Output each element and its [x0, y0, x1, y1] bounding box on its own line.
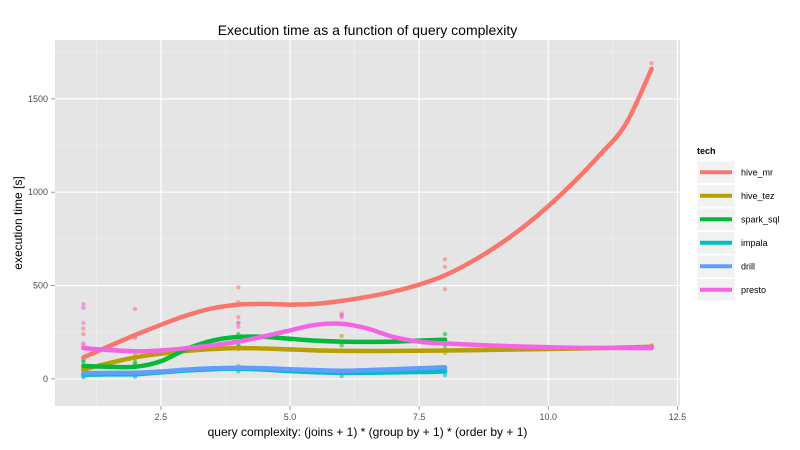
data-point-presto: [339, 313, 344, 318]
data-point-hive_mr: [236, 285, 241, 290]
y-tick-label: 0: [43, 374, 48, 384]
x-axis-ticks: 2.5 5.0 7.5 10.0 12.5: [155, 406, 687, 422]
curve-hive_tez: [81, 344, 654, 372]
legend-label-hive_tez: hive_tez: [741, 191, 775, 201]
legend-label-impala: impala: [741, 238, 768, 248]
curve-presto: [81, 321, 654, 354]
legend-title: tech: [697, 146, 716, 156]
data-point-hive_mr: [649, 61, 654, 66]
data-point-hive_mr: [132, 306, 138, 312]
data-point-hive_mr: [442, 264, 448, 270]
data-point-spark_sql: [132, 359, 138, 365]
y-tick-label: 500: [33, 281, 48, 291]
x-tick-label: 5.0: [284, 412, 297, 422]
y-axis-ticks: 0 500 1000 1500: [28, 94, 55, 384]
chart-title: Execution time as a function of query co…: [218, 22, 518, 38]
data-point-hive_tez: [339, 333, 344, 339]
y-axis-title: execution time [s]: [11, 176, 25, 269]
x-tick-label: 2.5: [155, 412, 168, 422]
data-point-hive_mr: [81, 326, 86, 331]
data-point-presto: [81, 341, 86, 346]
legend-label-presto: presto: [741, 285, 766, 295]
data-point-presto: [236, 324, 241, 329]
data-point-presto: [81, 305, 86, 311]
data-point-spark_sql: [339, 343, 344, 348]
plot-panel-background: [55, 40, 680, 406]
x-axis-title: query complexity: (joins + 1) * (group b…: [208, 425, 528, 439]
legend-label-drill: drill: [741, 261, 755, 271]
legend-label-hive_mr: hive_mr: [741, 167, 773, 177]
x-tick-label: 7.5: [413, 412, 426, 422]
legend-label-spark_sql: spark_sql: [741, 214, 780, 224]
minor-gridlines: [55, 40, 680, 406]
data-point-hive_mr: [442, 287, 448, 292]
data-point-presto: [236, 320, 241, 326]
data-point-hive_mr: [236, 315, 241, 320]
smoothed-curves: [81, 66, 654, 378]
data-point-presto: [81, 320, 86, 326]
y-tick-label: 1500: [28, 94, 48, 104]
y-tick-label: 1000: [28, 187, 48, 197]
major-gridlines: [55, 40, 680, 406]
curve-hive_mr: [81, 66, 654, 360]
x-tick-label: 10.0: [540, 412, 558, 422]
data-point-hive_mr: [81, 331, 86, 337]
data-point-impala: [442, 372, 448, 378]
data-point-hive_mr: [442, 257, 448, 262]
data-point-spark_sql: [442, 331, 448, 337]
data-point-presto: [81, 302, 86, 307]
x-tick-label: 12.5: [669, 412, 687, 422]
curve-drill: [81, 365, 448, 376]
